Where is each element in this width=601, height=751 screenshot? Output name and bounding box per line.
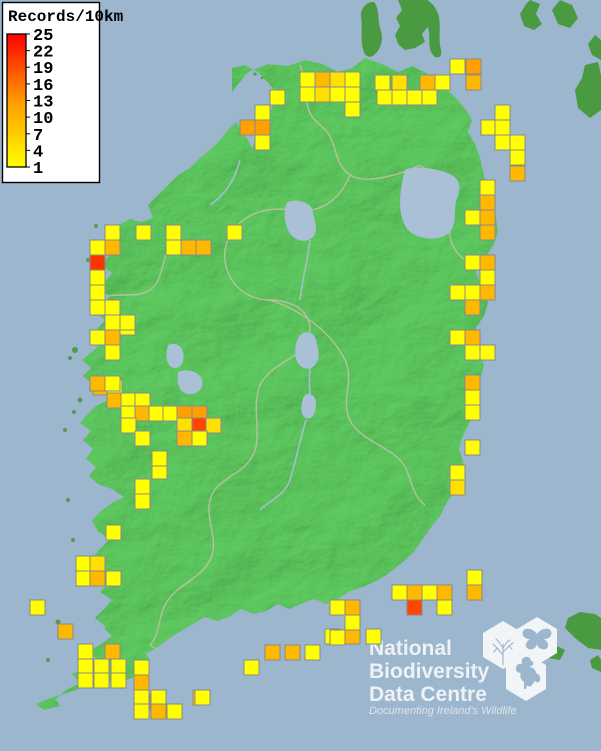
- svg-text:Biodiversity: Biodiversity: [369, 660, 490, 683]
- svg-text:Records/10km: Records/10km: [8, 8, 124, 26]
- svg-text:1: 1: [33, 160, 43, 179]
- svg-text:Data Centre: Data Centre: [369, 683, 487, 706]
- svg-text:Documenting Ireland's Wildlife: Documenting Ireland's Wildlife: [369, 705, 517, 717]
